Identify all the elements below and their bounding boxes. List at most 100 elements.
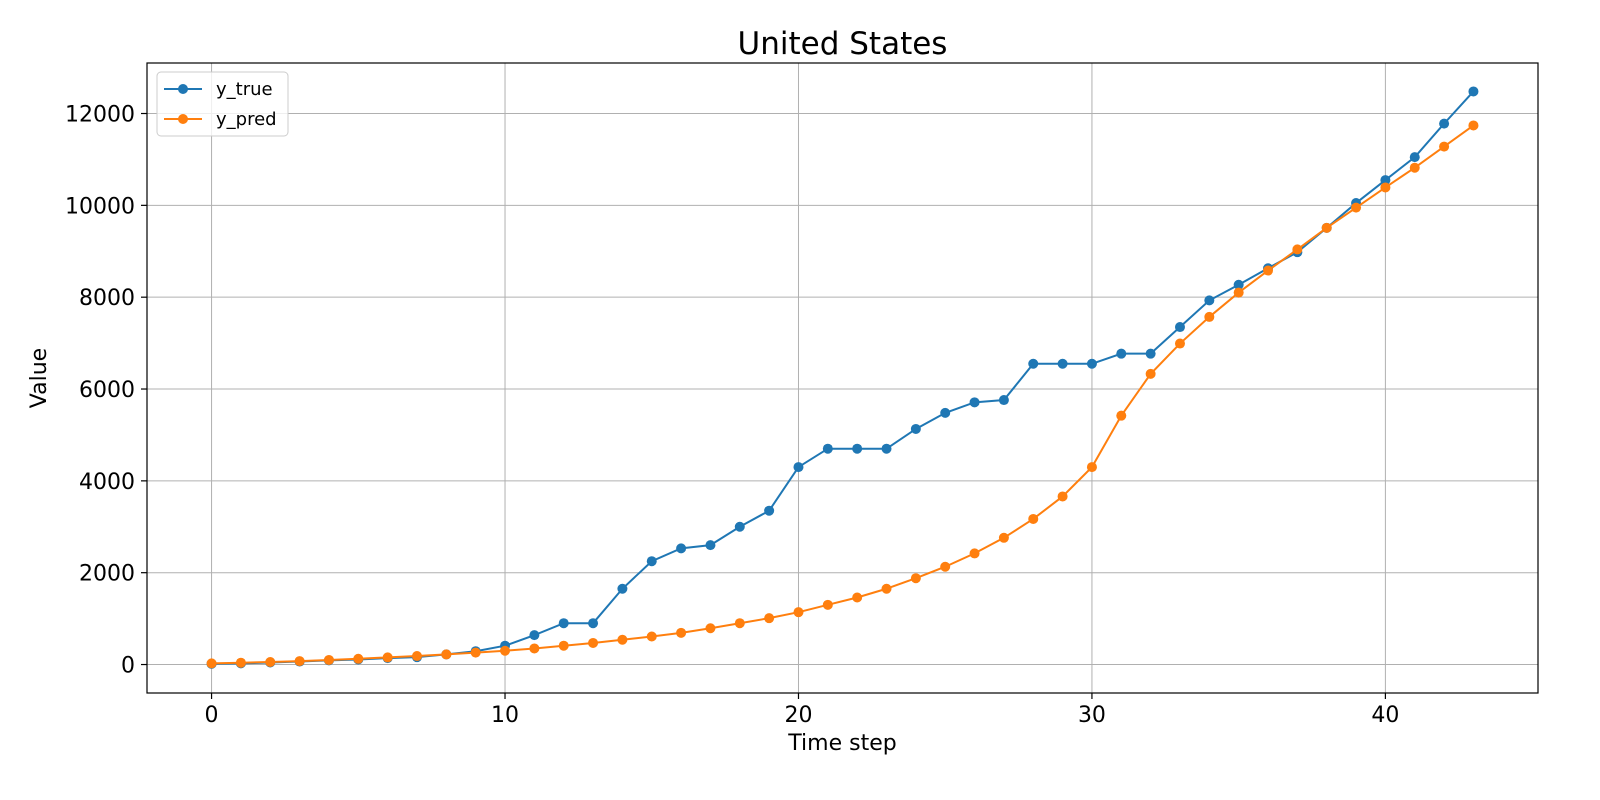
data-point: [1145, 348, 1156, 359]
data-point: [969, 548, 980, 559]
data-point: [793, 607, 804, 618]
data-point: [1233, 279, 1244, 290]
x-tick-label: 30: [1078, 703, 1106, 728]
data-point: [764, 505, 775, 516]
data-point: [1204, 295, 1215, 306]
data-point: [1351, 202, 1362, 213]
data-point: [822, 599, 833, 610]
data-point: [1409, 152, 1420, 163]
data-point: [617, 583, 628, 594]
data-point: [646, 556, 657, 567]
legend-label: y_true: [216, 79, 273, 100]
x-tick-label: 40: [1371, 703, 1399, 728]
data-point: [1233, 287, 1244, 298]
data-point: [529, 643, 540, 654]
grid: [147, 63, 1538, 693]
data-point: [1174, 338, 1185, 349]
data-point: [441, 649, 452, 660]
data-point: [617, 634, 628, 645]
data-point: [852, 592, 863, 603]
data-point: [323, 654, 334, 665]
chart-title: United States: [738, 26, 948, 62]
y-tick-label: 8000: [79, 286, 135, 311]
data-point: [294, 656, 305, 667]
data-point: [852, 443, 863, 454]
data-point: [558, 618, 569, 629]
data-point: [588, 618, 599, 629]
data-point: [500, 645, 511, 656]
y-tick-label: 6000: [79, 378, 135, 403]
data-point: [1439, 141, 1450, 152]
data-point: [382, 652, 393, 663]
data-point: [998, 532, 1009, 543]
data-point: [1468, 120, 1479, 131]
data-point: [470, 647, 481, 658]
series-line: [211, 90, 1475, 665]
y-tick-label: 10000: [65, 194, 135, 219]
data-point: [940, 407, 951, 418]
data-point: [235, 657, 246, 668]
data-point: [411, 651, 422, 662]
data-point: [1380, 182, 1391, 193]
data-point: [910, 573, 921, 584]
data-point: [1028, 358, 1039, 369]
data-point: [910, 423, 921, 434]
data-point: [940, 561, 951, 572]
data-point: [705, 623, 716, 634]
x-tick-label: 0: [205, 703, 219, 728]
data-point: [206, 658, 217, 669]
legend-label: y_pred: [216, 109, 277, 130]
data-point: [353, 653, 364, 664]
y-tick-label: 0: [121, 654, 135, 679]
data-point: [676, 627, 687, 638]
legend-item: y_pred: [164, 109, 277, 130]
data-point: [1145, 368, 1156, 379]
y-tick-label: 4000: [79, 470, 135, 495]
x-tick-label: 10: [491, 703, 519, 728]
series-line: [211, 124, 1475, 665]
x-tick-label: 20: [784, 703, 812, 728]
legend-marker: [178, 114, 188, 124]
data-point: [969, 397, 980, 408]
data-point: [734, 618, 745, 629]
data-point: [1439, 118, 1450, 129]
data-point: [588, 637, 599, 648]
data-point: [558, 640, 569, 651]
series-y-pred: [206, 120, 1479, 669]
legend-marker: [178, 84, 188, 94]
data-point: [1086, 358, 1097, 369]
data-point: [881, 443, 892, 454]
data-point: [1086, 462, 1097, 473]
axis-ticks: 0 10 20 30 40 0 2000 4000 6000 8000 10000 12000: [65, 103, 1399, 728]
data-point: [1204, 311, 1215, 322]
series-y-true: [206, 86, 1479, 669]
data-point: [1057, 491, 1068, 502]
data-point: [265, 657, 276, 668]
data-point: [646, 631, 657, 642]
data-point: [676, 543, 687, 554]
y-tick-label: 12000: [65, 103, 135, 128]
data-point: [1174, 322, 1185, 333]
data-point: [1380, 175, 1391, 186]
x-axis-title: Time step: [787, 731, 896, 756]
data-point: [822, 443, 833, 454]
data-point: [1116, 348, 1127, 359]
data-point: [1057, 358, 1068, 369]
plot-area-frame: [146, 62, 1539, 694]
data-point: [764, 613, 775, 624]
data-point: [793, 462, 804, 473]
data-point: [529, 630, 540, 641]
legend: y_true y_pred: [156, 71, 289, 137]
data-point: [734, 521, 745, 532]
series-layer: [206, 86, 1479, 669]
y-axis-title: Value: [27, 348, 52, 408]
data-point: [1409, 162, 1420, 173]
data-point: [1116, 410, 1127, 421]
data-point: [1292, 244, 1303, 255]
data-point: [705, 540, 716, 551]
data-point: [881, 583, 892, 594]
data-point: [1321, 222, 1332, 233]
data-point: [1468, 86, 1479, 97]
y-tick-label: 2000: [79, 562, 135, 587]
